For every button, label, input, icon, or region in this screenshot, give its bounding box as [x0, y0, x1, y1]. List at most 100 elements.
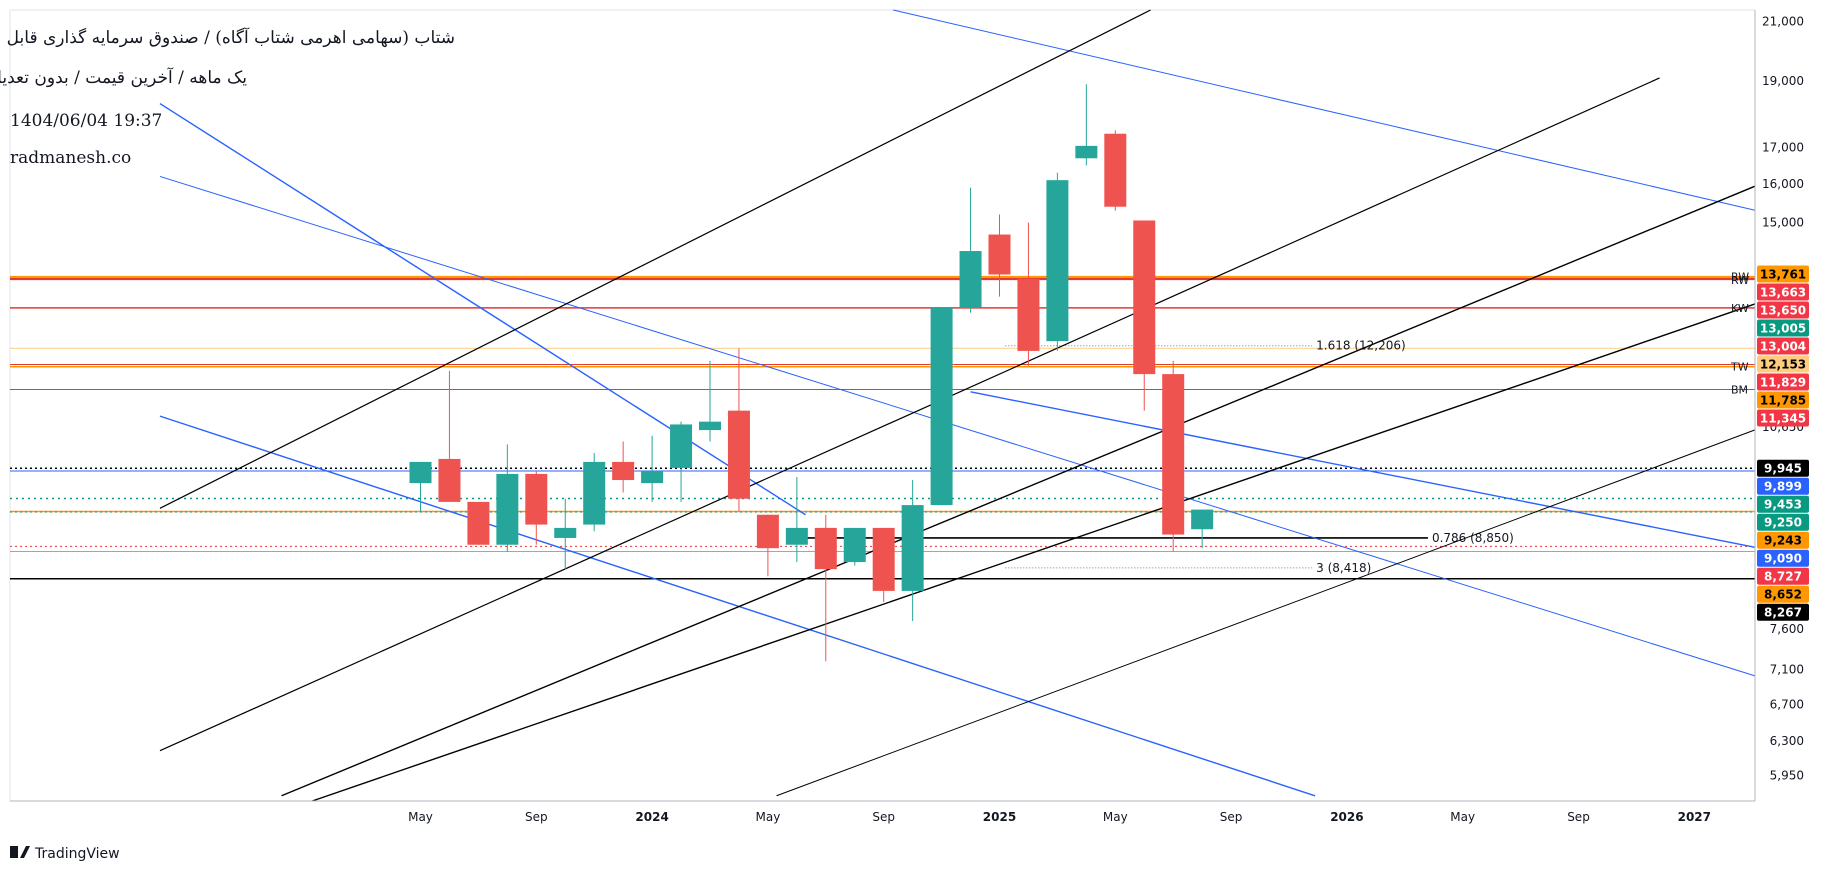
candle-body	[901, 505, 924, 591]
price-tag-bg	[1757, 567, 1809, 585]
trend-line[interactable]	[776, 429, 1756, 797]
candle[interactable]	[785, 476, 808, 563]
trend-line[interactable]	[159, 175, 1756, 677]
candle[interactable]	[699, 360, 721, 442]
tradingview-logo-icon	[10, 846, 30, 858]
candle[interactable]	[467, 501, 490, 545]
price-tick-label: 17,000	[1762, 141, 1804, 155]
candle[interactable]	[988, 214, 1011, 297]
candle-body	[785, 527, 808, 545]
price-tag[interactable]: 9,945	[1757, 459, 1809, 477]
trend-line[interactable]	[281, 185, 1756, 797]
price-tag[interactable]: 11,829	[1757, 373, 1809, 391]
price-tag-bg	[1757, 603, 1809, 621]
candle[interactable]	[670, 421, 693, 502]
candle[interactable]	[1162, 360, 1185, 552]
candle[interactable]	[727, 348, 750, 512]
candle-body	[612, 461, 635, 481]
fib-level-label: 3 (8,418)	[1316, 561, 1371, 575]
price-tag[interactable]: 8,652	[1757, 585, 1809, 603]
chart-title: شتاب (سهامی اهرمی شتاب آگاه) / صندوق سرم…	[0, 26, 455, 48]
candle[interactable]	[756, 514, 779, 577]
price-tag-bg	[1757, 391, 1809, 409]
trend-line[interactable]	[159, 415, 1316, 797]
candle[interactable]	[525, 470, 548, 545]
price-tag[interactable]: 9,453	[1757, 495, 1809, 513]
price-tag-bg	[1757, 585, 1809, 603]
price-tag-bg	[1757, 531, 1809, 549]
time-tick-label: 2024	[635, 810, 668, 824]
candle[interactable]	[901, 480, 924, 622]
candle[interactable]	[1191, 509, 1214, 549]
candle-body	[496, 473, 519, 545]
candle[interactable]	[1046, 172, 1069, 351]
price-tag[interactable]: 9,090	[1757, 549, 1809, 567]
price-tag-bg	[1757, 495, 1809, 513]
candle[interactable]	[438, 371, 461, 502]
candle[interactable]	[1017, 222, 1040, 366]
candle-body	[930, 307, 953, 506]
price-tag[interactable]: 11,785	[1757, 391, 1809, 409]
price-tag[interactable]: 8,267	[1757, 603, 1809, 621]
price-tag[interactable]: 13,005	[1757, 319, 1809, 337]
candle[interactable]	[843, 527, 866, 566]
candle[interactable]	[814, 514, 837, 662]
price-tag-label: 12,153	[1760, 358, 1806, 372]
price-tick-label: 6,700	[1770, 697, 1804, 711]
candle[interactable]	[1104, 130, 1127, 211]
price-tag[interactable]: 9,250	[1757, 513, 1809, 531]
price-tag[interactable]: 13,761	[1757, 265, 1809, 283]
price-tag[interactable]: 12,153	[1757, 355, 1809, 373]
trend-lines	[159, 9, 1756, 802]
price-tag-label: 13,004	[1760, 340, 1806, 354]
candle-body	[756, 514, 779, 549]
time-tick-label: May	[755, 810, 780, 824]
price-tag[interactable]: 13,650	[1757, 301, 1809, 319]
candle[interactable]	[872, 527, 895, 603]
price-tag[interactable]: 13,663	[1757, 283, 1809, 301]
candle-body	[525, 473, 548, 525]
trend-line[interactable]	[159, 9, 1151, 509]
candle[interactable]	[583, 453, 606, 532]
candle[interactable]	[496, 444, 519, 552]
trend-line[interactable]	[312, 303, 1756, 802]
trend-line[interactable]	[970, 391, 1756, 548]
candle[interactable]	[612, 441, 635, 493]
candle-body	[699, 421, 721, 431]
price-tag-bg	[1757, 319, 1809, 337]
plot-area[interactable]	[9, 9, 1756, 802]
price-tag-label: 9,243	[1764, 534, 1802, 548]
candle[interactable]	[554, 498, 577, 570]
price-tag-label: 11,345	[1760, 412, 1806, 426]
candle[interactable]	[409, 461, 432, 512]
candle[interactable]	[1133, 220, 1156, 411]
candle[interactable]	[641, 435, 664, 502]
price-tag-bg	[1757, 459, 1809, 477]
price-tick-label: 7,600	[1770, 622, 1804, 636]
candle-body	[1075, 145, 1098, 159]
price-tag-label: 13,761	[1760, 268, 1806, 282]
time-axis: May Sep 2024 May Sep 2025 May Sep 2026 May Sep 2027	[408, 810, 1711, 824]
level-label: KW	[1731, 302, 1749, 315]
price-tag[interactable]: 13,004	[1757, 337, 1809, 355]
price-tag[interactable]: 9,899	[1757, 477, 1809, 495]
price-tag[interactable]: 9,243	[1757, 531, 1809, 549]
candle[interactable]	[930, 307, 953, 506]
fib-level-label: 1.618 (12,206)	[1316, 339, 1406, 353]
candle-body	[727, 410, 750, 499]
price-tag[interactable]: 8,727	[1757, 567, 1809, 585]
price-tag-bg	[1757, 265, 1809, 283]
trend-line[interactable]	[893, 9, 1756, 211]
level-label: BM	[1731, 383, 1748, 396]
candle[interactable]	[1075, 84, 1098, 166]
candle-body	[814, 527, 837, 570]
candle[interactable]	[959, 187, 982, 313]
candle-body	[583, 461, 606, 525]
price-tag[interactable]: 11,345	[1757, 409, 1809, 427]
tradingview-watermark[interactable]: TradingView	[10, 846, 120, 862]
candle-body	[409, 461, 432, 484]
candle-body	[1162, 374, 1185, 535]
trend-line[interactable]	[159, 77, 1660, 752]
trend-line[interactable]	[159, 102, 806, 516]
